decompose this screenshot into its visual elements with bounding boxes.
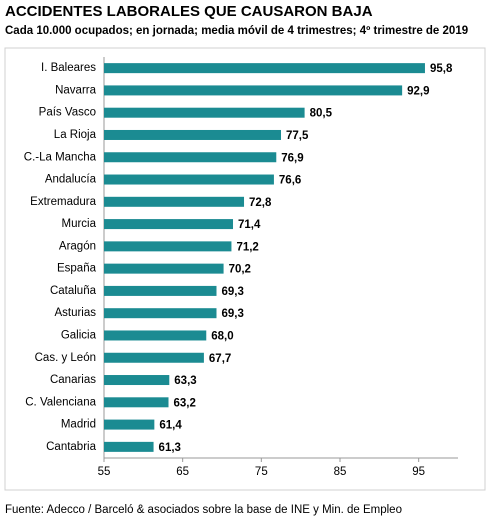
bar xyxy=(104,241,232,252)
y-tick-label: La Rioja xyxy=(54,129,97,141)
y-tick-label: Asturias xyxy=(54,307,96,319)
bar xyxy=(104,263,224,274)
value-label: 72,8 xyxy=(249,197,272,209)
y-tick-label: Cataluña xyxy=(50,285,97,297)
value-label: 71,2 xyxy=(236,241,258,253)
value-label: 68,0 xyxy=(211,331,233,343)
y-tick-label: Galicia xyxy=(61,330,97,342)
y-tick-label: Aragón xyxy=(59,240,96,252)
x-tick-label: 85 xyxy=(334,466,347,478)
x-tick-label: 75 xyxy=(255,466,268,478)
value-label: 69,3 xyxy=(221,286,243,298)
y-tick-label: Madrid xyxy=(61,419,96,431)
value-label: 76,9 xyxy=(281,152,303,164)
x-tick-label: 65 xyxy=(176,466,189,478)
y-tick-label: I. Baleares xyxy=(41,62,96,74)
bar xyxy=(104,285,217,296)
chart-subtitle: Cada 10.000 ocupados; en jornada; media … xyxy=(5,25,468,37)
y-tick-label: País Vasco xyxy=(39,107,96,119)
value-label: 61,4 xyxy=(159,420,182,432)
value-label: 95,8 xyxy=(430,63,453,75)
y-tick-label: Canarias xyxy=(50,374,96,386)
value-label: 61,3 xyxy=(159,442,181,454)
bar xyxy=(104,375,170,386)
value-label: 69,3 xyxy=(221,308,243,320)
bar xyxy=(104,419,155,430)
value-label: 92,9 xyxy=(407,85,429,97)
value-label: 77,5 xyxy=(286,130,309,142)
y-tick-label: Navarra xyxy=(55,84,97,96)
value-label: 67,7 xyxy=(209,353,231,365)
bar xyxy=(104,85,403,96)
bar xyxy=(104,219,234,230)
bar xyxy=(104,441,154,452)
bar xyxy=(104,63,425,74)
value-label: 71,4 xyxy=(238,219,261,231)
bar xyxy=(104,152,277,163)
bar xyxy=(104,308,217,319)
bar xyxy=(104,107,305,118)
value-label: 70,2 xyxy=(229,264,251,276)
bar xyxy=(104,352,204,363)
y-tick-label: Cas. y León xyxy=(35,352,96,364)
chart-title: ACCIDENTES LABORALES QUE CAUSARON BAJA xyxy=(5,3,373,20)
y-tick-label: Murcia xyxy=(61,218,96,230)
value-label: 80,5 xyxy=(310,108,333,120)
source-note: Fuente: Adecco / Barceló & asociados sob… xyxy=(5,504,402,516)
bar xyxy=(104,174,274,185)
bar xyxy=(104,129,281,140)
y-tick-label: Extremadura xyxy=(30,196,96,208)
bar xyxy=(104,330,207,341)
y-tick-label: Cantabria xyxy=(46,441,96,453)
x-tick-label: 55 xyxy=(98,466,111,478)
value-label: 63,2 xyxy=(174,397,196,409)
y-tick-label: Andalucía xyxy=(45,174,97,186)
x-tick-label: 95 xyxy=(412,466,425,478)
y-tick-label: C. Valenciana xyxy=(25,396,96,408)
bar xyxy=(104,196,245,207)
y-tick-label: C.-La Mancha xyxy=(24,151,97,163)
bar xyxy=(104,397,169,408)
value-label: 76,6 xyxy=(279,175,301,187)
y-tick-label: España xyxy=(57,263,97,275)
value-label: 63,3 xyxy=(174,375,196,387)
chart-frame xyxy=(4,47,486,491)
